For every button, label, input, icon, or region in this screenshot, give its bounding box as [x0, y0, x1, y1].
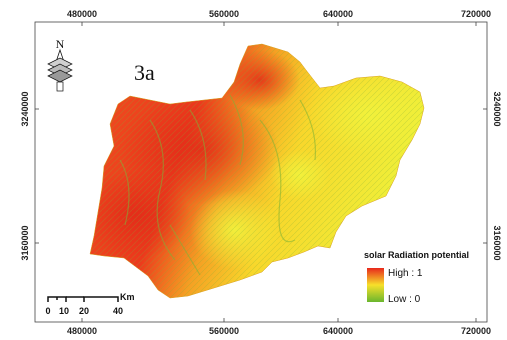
bottom-x-tick-label: 560000 [209, 326, 239, 336]
left-y-tick-label: 3240000 [20, 91, 30, 126]
right-y-tick-label: 3240000 [492, 91, 502, 126]
top-x-tick-label: 480000 [67, 9, 97, 19]
solar-radiation-raster [90, 44, 424, 298]
bottom-x-tick-label: 640000 [323, 326, 353, 336]
legend-low-label: Low : 0 [388, 294, 421, 305]
coordinate-ticks [35, 22, 487, 322]
legend-high-label: High : 1 [388, 268, 423, 279]
left-y-tick-label: 3160000 [20, 225, 30, 260]
figure-label: 3a [134, 60, 155, 85]
scale-label: 0 [45, 306, 50, 316]
scale-bar: Km 0 10 20 40 [45, 292, 134, 316]
bottom-x-tick-label: 720000 [461, 326, 491, 336]
map-frame [34, 21, 488, 323]
scale-unit-label: Km [120, 292, 135, 302]
scale-label: 20 [79, 306, 89, 316]
right-y-tick-label: 3160000 [492, 225, 502, 260]
top-x-tick-label: 720000 [461, 9, 491, 19]
top-x-tick-label: 640000 [323, 9, 353, 19]
legend-color-ramp [367, 268, 384, 302]
legend: solar Radiation potential High : 1 Low :… [364, 250, 469, 305]
scale-label: 10 [59, 306, 69, 316]
north-label: N [56, 37, 65, 51]
north-arrow: N [47, 37, 73, 92]
region-boundary [89, 43, 425, 299]
scale-label: 40 [113, 306, 123, 316]
bottom-x-tick-label: 480000 [67, 326, 97, 336]
top-x-tick-label: 560000 [209, 9, 239, 19]
legend-title: solar Radiation potential [364, 250, 469, 260]
